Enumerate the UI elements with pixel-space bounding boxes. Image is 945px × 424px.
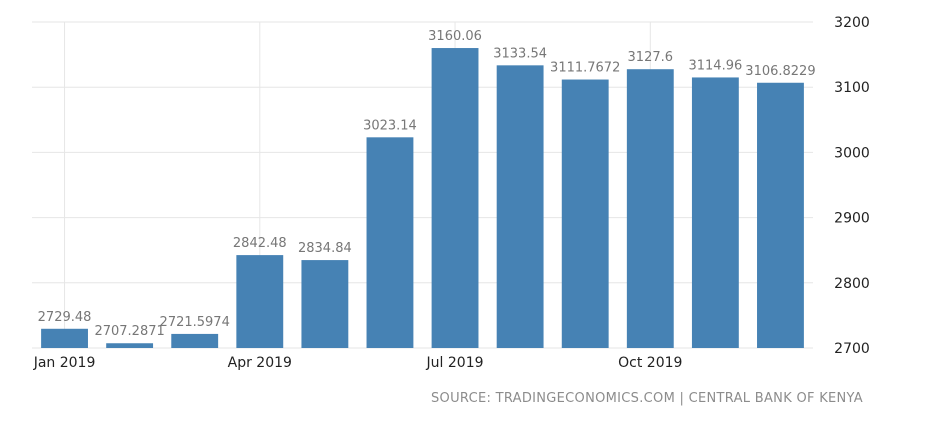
y-tick-label: 3100	[834, 80, 870, 96]
bar	[41, 328, 88, 348]
y-tick-label: 3000	[834, 145, 870, 161]
bar	[561, 79, 609, 349]
bar-value-label: 3111.7672	[550, 61, 620, 76]
y-tick-label: 2900	[834, 211, 870, 227]
bar-value-label: 2834.84	[298, 241, 352, 256]
bar	[301, 260, 349, 348]
bar	[236, 255, 284, 348]
bar	[431, 48, 479, 348]
x-tick-label: Apr 2019	[228, 355, 292, 371]
y-axis-tick-labels: 2700 2800 2900 3000 3100 3200	[834, 15, 870, 357]
grid-lines	[32, 21, 813, 349]
bar-value-label: 2707.2871	[94, 324, 164, 339]
x-tick-label: Jan 2019	[33, 355, 96, 371]
bar-value-label: 3133.54	[493, 46, 547, 61]
bar-value-label: 3023.14	[363, 118, 417, 133]
bar-value-label: 2842.48	[233, 236, 287, 251]
x-axis-tick-labels: Jan 2019 Apr 2019 Jul 2019 Oct 2019	[33, 355, 683, 371]
y-tick-label: 2800	[834, 276, 870, 292]
bar-value-label: 3127.6	[628, 50, 674, 65]
bar	[106, 343, 154, 348]
bar-value-label: 2721.5974	[160, 315, 230, 330]
bar-value-label: 3106.8229	[745, 64, 815, 79]
bar-value-label: 3114.96	[688, 58, 742, 73]
bar-value-label: 2729.48	[38, 310, 92, 325]
source-caption: SOURCE: TRADINGECONOMICS.COM | CENTRAL B…	[431, 391, 863, 406]
bar	[691, 77, 739, 349]
x-tick-label: Jul 2019	[426, 355, 484, 371]
y-tick-label: 3200	[834, 15, 870, 31]
x-tick-label: Oct 2019	[618, 355, 682, 371]
bar	[757, 82, 804, 349]
bars	[41, 48, 804, 349]
bar	[496, 65, 544, 349]
y-tick-label: 2700	[834, 341, 870, 357]
bar	[366, 137, 414, 348]
bar	[171, 333, 219, 348]
bar-value-label: 3160.06	[428, 29, 482, 44]
bar	[626, 69, 674, 348]
